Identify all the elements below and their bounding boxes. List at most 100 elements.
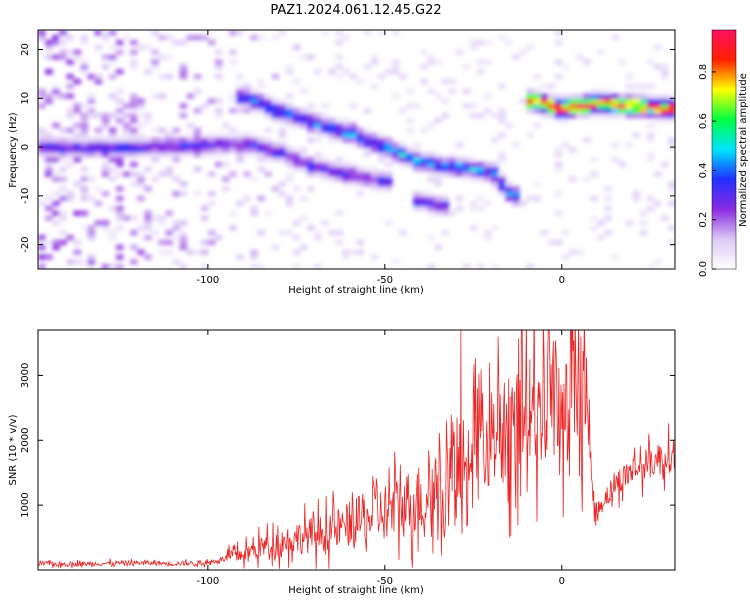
heatmap-cell (307, 225, 315, 231)
heatmap-cell (59, 137, 67, 143)
heatmap-cell (314, 122, 322, 129)
heatmap-cell (236, 132, 244, 138)
heatmap-cell (250, 108, 258, 114)
heatmap-cell (257, 230, 266, 236)
heatmap-cell (413, 191, 421, 197)
heatmap-cell (448, 210, 457, 216)
heatmap-cell (278, 230, 287, 236)
heatmap-cell (420, 156, 428, 163)
heatmap-cell (533, 108, 542, 114)
heatmap-cell (299, 195, 308, 202)
heatmap-cell (108, 112, 117, 119)
heatmap-cell (207, 171, 216, 177)
heatmap-cell (491, 225, 499, 231)
heatmap-cell (441, 161, 450, 168)
heatmap-cell (80, 59, 89, 65)
heatmap-cell (583, 93, 591, 99)
heatmap-cell (264, 151, 273, 158)
heatmap-cell (314, 264, 322, 269)
heatmap-cell (526, 103, 535, 109)
colorbar-tick-label: 0.2 (698, 212, 709, 228)
heatmap-cell (370, 142, 379, 148)
heatmap-cell (462, 88, 471, 94)
spectrogram-frame (37, 29, 676, 270)
heatmap-cell (618, 103, 627, 109)
heatmap-cell (108, 147, 117, 153)
heatmap-cell (653, 103, 662, 109)
heatmap-cell (285, 93, 294, 99)
heatmap-cell (667, 142, 675, 148)
y-tick-label: 20 (20, 43, 31, 56)
heatmap-cell (377, 132, 386, 138)
heatmap-cell (533, 93, 542, 99)
heatmap-cell (639, 220, 648, 226)
heatmap-cell (625, 108, 634, 114)
heatmap-cell (130, 137, 138, 143)
heatmap-cell (406, 127, 414, 134)
heatmap-cell (377, 147, 386, 153)
heatmap-cell (667, 225, 675, 231)
heatmap-cell (236, 142, 244, 148)
heatmap-cell (264, 142, 273, 148)
heatmap-cell (307, 103, 315, 109)
heatmap-cell (335, 117, 343, 124)
heatmap-cell (151, 215, 159, 221)
heatmap-cell (80, 166, 89, 173)
heatmap-cell (52, 88, 60, 94)
heatmap-cell (363, 127, 372, 134)
heatmap-cell (427, 166, 435, 173)
heatmap-cell (554, 59, 563, 65)
heatmap-cell (38, 30, 46, 36)
heatmap-cell (618, 108, 627, 114)
heatmap-cell (151, 59, 159, 65)
heatmap-cell (590, 108, 598, 114)
heatmap-cell (554, 147, 563, 153)
heatmap-cell (321, 220, 329, 226)
heatmap-cell (179, 181, 188, 187)
heatmap-cell (257, 93, 266, 99)
heatmap-cell (561, 230, 570, 236)
heatmap-cell (583, 112, 591, 119)
heatmap-cell (165, 166, 174, 173)
snr-x-axis-label: Height of straight line (km) (288, 585, 424, 596)
heatmap-cell (38, 127, 46, 134)
heatmap-cell (328, 117, 336, 124)
heatmap-cell (200, 34, 209, 41)
heatmap-cell (73, 137, 82, 143)
heatmap-cell (250, 210, 258, 216)
heatmap-cell (59, 127, 67, 134)
heatmap-cell (356, 191, 365, 197)
heatmap-cell (172, 234, 181, 241)
heatmap-cell (356, 239, 365, 246)
heatmap-cell (108, 137, 117, 143)
heatmap-cell (151, 93, 159, 99)
heatmap-cell (483, 230, 492, 236)
heatmap-cell (321, 122, 329, 129)
heatmap-cell (137, 195, 145, 202)
heatmap-cell (660, 64, 669, 70)
heatmap-cell (646, 264, 655, 269)
heatmap-cell (271, 117, 280, 124)
heatmap-cell (278, 103, 287, 109)
heatmap-cell (52, 137, 60, 143)
heatmap-cell (59, 142, 67, 148)
heatmap-cell (526, 88, 535, 94)
heatmap-cell (434, 195, 443, 202)
heatmap-cell (101, 117, 110, 124)
heatmap-cell (363, 147, 372, 153)
heatmap-cell (299, 215, 308, 221)
heatmap-cell (356, 137, 365, 143)
heatmap-cell (165, 210, 174, 216)
heatmap-cell (250, 103, 258, 109)
heatmap-cell (59, 54, 67, 60)
heatmap-cell (158, 142, 166, 148)
heatmap-cell (604, 103, 612, 109)
heatmap-cell (257, 156, 266, 163)
heatmap-cell (80, 147, 89, 153)
heatmap-cell (639, 98, 648, 104)
heatmap-cell (413, 205, 421, 212)
heatmap-cell (250, 254, 258, 260)
heatmap-cell (243, 142, 251, 148)
heatmap-cell (660, 103, 669, 109)
heatmap-cell (101, 151, 110, 158)
